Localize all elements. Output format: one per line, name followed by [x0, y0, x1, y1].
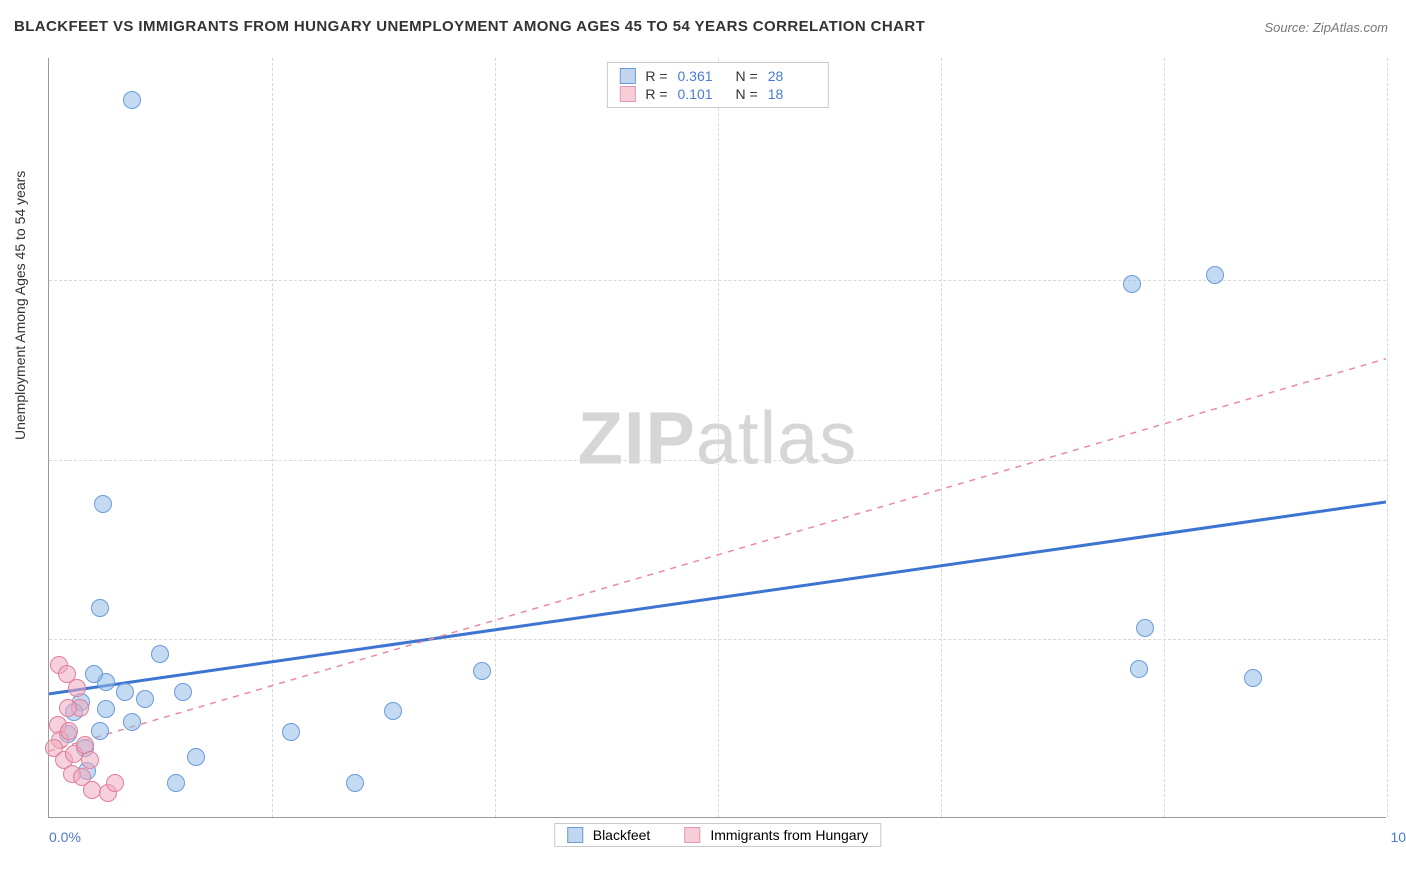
- data-point: [151, 645, 169, 663]
- data-point: [85, 665, 103, 683]
- data-point: [68, 679, 86, 697]
- chart-title: BLACKFEET VS IMMIGRANTS FROM HUNGARY UNE…: [14, 18, 925, 35]
- n-label: N =: [736, 86, 758, 102]
- data-point: [1244, 669, 1262, 687]
- data-point: [81, 751, 99, 769]
- data-point: [123, 713, 141, 731]
- data-point: [60, 722, 78, 740]
- data-point: [94, 495, 112, 513]
- gridline-v: [495, 58, 496, 817]
- gridline-v: [1387, 58, 1388, 817]
- r-label: R =: [645, 68, 667, 84]
- data-point: [167, 774, 185, 792]
- plot-area: ZIPatlas R = 0.361 N = 28 R = 0.101 N = …: [48, 58, 1386, 818]
- gridline-v: [718, 58, 719, 817]
- series-label: Blackfeet: [593, 827, 651, 843]
- x-tick-max: 100.0%: [1391, 829, 1406, 845]
- data-point: [187, 748, 205, 766]
- data-point: [1123, 275, 1141, 293]
- n-value: 18: [768, 86, 816, 102]
- data-point: [1130, 660, 1148, 678]
- data-point: [91, 722, 109, 740]
- data-point: [97, 700, 115, 718]
- data-point: [346, 774, 364, 792]
- source-attribution: Source: ZipAtlas.com: [1264, 20, 1388, 35]
- data-point: [116, 683, 134, 701]
- y-axis-label: Unemployment Among Ages 45 to 54 years: [12, 171, 28, 440]
- series-legend: Blackfeet Immigrants from Hungary: [554, 823, 882, 847]
- stats-legend: R = 0.361 N = 28 R = 0.101 N = 18: [606, 62, 828, 108]
- gridline-v: [1164, 58, 1165, 817]
- n-label: N =: [736, 68, 758, 84]
- data-point: [473, 662, 491, 680]
- r-label: R =: [645, 86, 667, 102]
- gridline-v: [941, 58, 942, 817]
- swatch-icon: [619, 86, 635, 102]
- data-point: [91, 599, 109, 617]
- data-point: [282, 723, 300, 741]
- data-point: [106, 774, 124, 792]
- data-point: [1136, 619, 1154, 637]
- stats-row-1: R = 0.101 N = 18: [619, 85, 815, 103]
- data-point: [174, 683, 192, 701]
- r-value: 0.361: [678, 68, 726, 84]
- swatch-icon: [684, 827, 700, 843]
- data-point: [136, 690, 154, 708]
- n-value: 28: [768, 68, 816, 84]
- stats-row-0: R = 0.361 N = 28: [619, 67, 815, 85]
- data-point: [59, 699, 77, 717]
- watermark-light: atlas: [696, 396, 857, 479]
- data-point: [1206, 266, 1224, 284]
- swatch-icon: [567, 827, 583, 843]
- gridline-v: [272, 58, 273, 817]
- x-tick-min: 0.0%: [49, 829, 81, 845]
- watermark-bold: ZIP: [578, 396, 696, 479]
- swatch-icon: [619, 68, 635, 84]
- data-point: [384, 702, 402, 720]
- r-value: 0.101: [678, 86, 726, 102]
- data-point: [123, 91, 141, 109]
- series-label: Immigrants from Hungary: [710, 827, 868, 843]
